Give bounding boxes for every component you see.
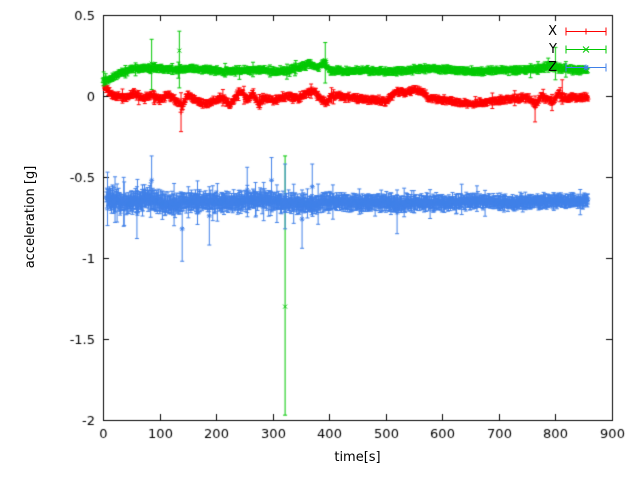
legend: X Y Z <box>548 22 607 76</box>
errorbar-sample-icon <box>565 43 607 56</box>
legend-entry-y: Y <box>549 40 607 58</box>
errorbar-sample-icon <box>565 25 607 38</box>
legend-label-y: Y <box>549 41 557 57</box>
legend-entry-x: X <box>548 22 607 40</box>
legend-label-x: X <box>548 23 557 39</box>
legend-entry-z: Z <box>548 58 607 76</box>
x-axis-label: time[s] <box>334 450 381 465</box>
legend-label-z: Z <box>548 59 557 75</box>
y-axis-label: acceleration [g] <box>23 165 38 269</box>
errorbar-sample-icon <box>565 61 607 74</box>
